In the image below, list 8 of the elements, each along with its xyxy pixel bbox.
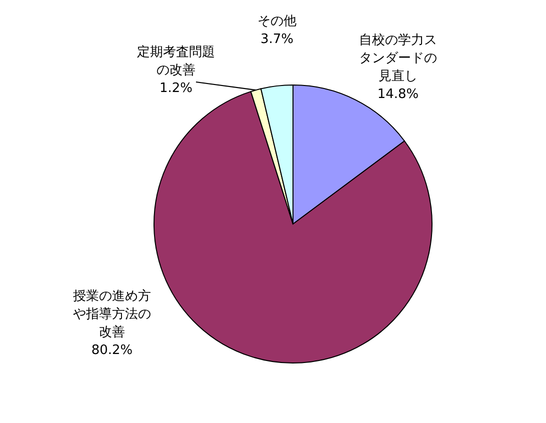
- data-label: 80.2%: [91, 343, 133, 358]
- slice-label: その他: [258, 14, 296, 29]
- data-label: 1.2%: [159, 81, 193, 96]
- slice-label: 授業の進め方や指導方法の改善: [73, 288, 151, 340]
- data-label: 3.7%: [260, 32, 294, 47]
- slice-label: 定期考査問題の改善: [137, 45, 215, 78]
- slice-label: 自校の学力スタンダードの見直し: [359, 33, 437, 84]
- data-label: 14.8%: [377, 87, 419, 102]
